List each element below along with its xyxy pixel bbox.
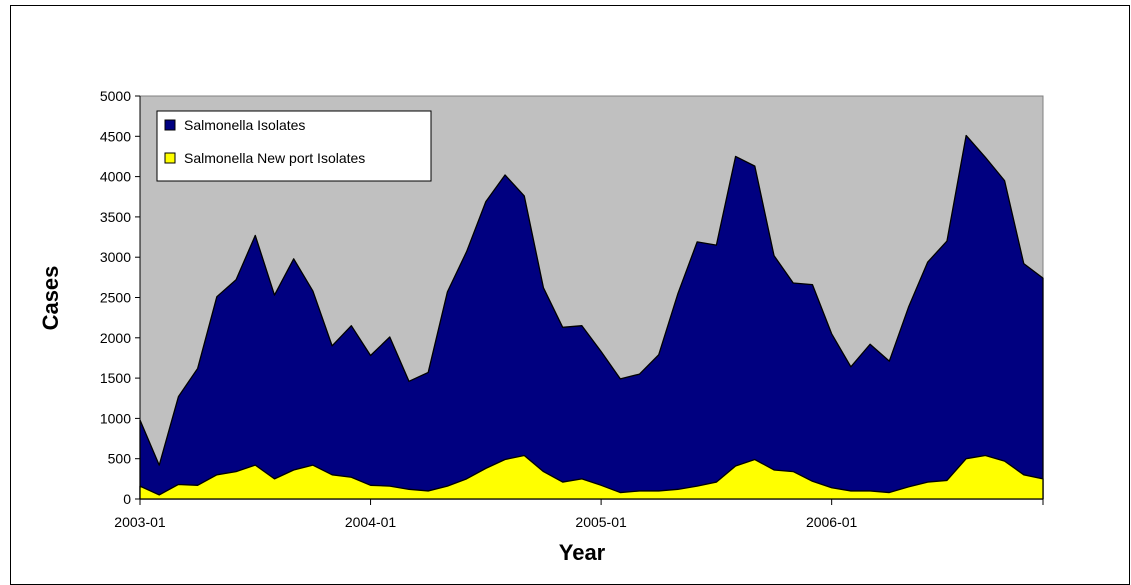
legend-label-newport: Salmonella New port Isolates (184, 150, 365, 166)
series-area-salmonella-new-port-isolates (139, 454, 1044, 500)
x-axis: 2003-01 2004-01 2005-01 2006-01 (114, 499, 1044, 530)
y-tick-label: 4000 (100, 169, 131, 185)
y-tick-label: 500 (108, 451, 132, 467)
y-tick-label: 5000 (100, 88, 131, 104)
y-tick-label: 2000 (100, 330, 131, 346)
x-tick-label: 2003-01 (114, 514, 166, 530)
area-chart: 0 500 1000 1500 2000 2500 3000 3500 4000 4500 5000… (38, 88, 1044, 565)
x-tick-label: 2004-01 (345, 514, 397, 530)
legend-box (156, 110, 432, 182)
x-tick-label: 2006-01 (806, 514, 858, 530)
series-area-salmonella-isolates (139, 134, 1044, 500)
x-tick-label: 2005-01 (575, 514, 627, 530)
y-tick-label: 3000 (100, 249, 131, 265)
x-axis-title: Year (559, 540, 606, 565)
y-axis: 0 500 1000 1500 2000 2500 3000 3500 4000 4500 5000 (100, 88, 140, 507)
y-tick-label: 0 (123, 491, 131, 507)
legend-swatch-isolates (164, 119, 176, 131)
y-tick-label: 1000 (100, 410, 131, 426)
y-tick-label: 1500 (100, 370, 131, 386)
legend: Salmonella Isolates Salmonella New port … (156, 110, 432, 182)
legend-swatch-newport (164, 152, 176, 164)
y-tick-label: 3500 (100, 209, 131, 225)
legend-label-isolates: Salmonella Isolates (184, 117, 305, 133)
y-axis-title: Cases (38, 266, 63, 331)
y-tick-label: 2500 (100, 290, 131, 306)
y-tick-label: 4500 (100, 128, 131, 144)
